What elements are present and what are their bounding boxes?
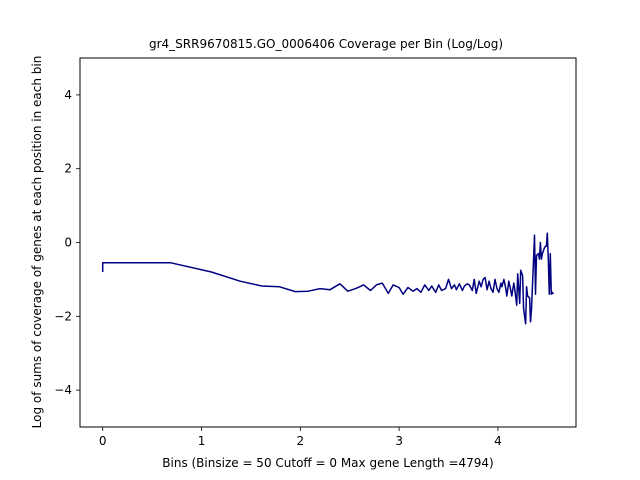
y-tick-label: −2 [54,309,72,323]
y-tick-label: 0 [64,236,72,250]
y-tick-label: 4 [64,88,72,102]
x-tick-label: 1 [198,434,206,448]
y-tick-label: 2 [64,162,72,176]
x-tick-label: 2 [297,434,305,448]
series-group [101,232,554,325]
plot-area: 0 1 2 3 4 −4 −2 0 2 4 [54,57,577,448]
x-tick-label: 0 [99,434,107,448]
x-tick-label: 4 [494,434,502,448]
series-line [101,232,554,325]
x-axis-label: Bins (Binsize = 50 Cutoff = 0 Max gene L… [162,456,493,470]
y-axis-label: Log of sums of coverage of genes at each… [30,56,44,429]
x-ticks: 0 1 2 3 4 [99,427,502,448]
y-tick-label: −4 [54,383,72,397]
y-ticks: −4 −2 0 2 4 [54,88,80,397]
chart-title: gr4_SRR9670815.GO_0006406 Coverage per B… [149,37,503,51]
x-tick-label: 3 [395,434,403,448]
